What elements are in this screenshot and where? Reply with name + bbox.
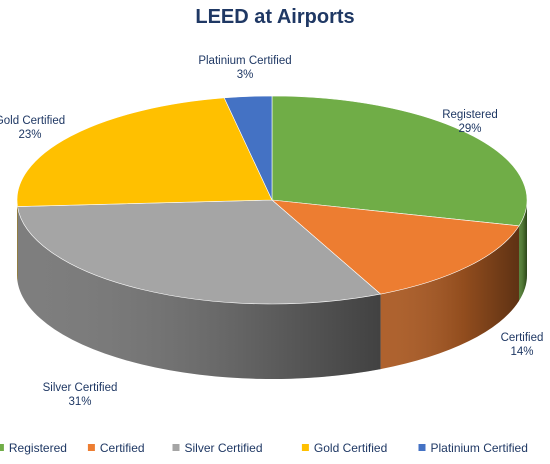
data-label-value-registered: 29%	[458, 123, 481, 135]
pie-tops	[16, 95, 528, 305]
legend-swatch	[172, 444, 180, 451]
data-label-name-platinium-certified: Platinium Certified	[198, 55, 291, 67]
pie-slice-platinium-certified	[223, 95, 273, 201]
legend-label: Platinium Certified	[431, 441, 528, 455]
legend-label: Certified	[100, 441, 145, 455]
chart-title: LEED at Airports	[195, 6, 354, 28]
legend-item-certified: Certified	[87, 441, 145, 455]
legend-label: Silver Certified	[185, 441, 263, 455]
legend-item-silver-certified: Silver Certified	[172, 441, 263, 455]
legend: Registered Certified Silver Certified Gold …	[0, 441, 528, 455]
data-label-value-gold-certified: 23%	[18, 129, 41, 141]
pie-side-silver-certified	[17, 206, 381, 379]
pie-slice-gold-certified	[16, 97, 273, 207]
legend-item-registered: Registered	[0, 441, 67, 455]
pie-sides	[17, 200, 527, 379]
legend-item-platinium-certified: Platinium Certified	[418, 441, 528, 455]
legend-swatch	[0, 444, 4, 451]
data-label-name-certified: Certified	[501, 332, 544, 344]
data-label-value-platinium-certified: 3%	[237, 69, 254, 81]
data-label-name-silver-certified: Silver Certified	[43, 382, 118, 394]
data-label-name-gold-certified: Gold Certified	[0, 115, 65, 127]
data-label-value-certified: 14%	[510, 346, 533, 358]
data-label-name-registered: Registered	[442, 109, 498, 121]
pie-slice-certified	[271, 199, 520, 295]
pie-side-certified	[380, 225, 519, 370]
legend-swatch	[301, 444, 309, 451]
pie-slice-registered	[271, 95, 528, 227]
legend-swatch	[418, 444, 426, 451]
data-labels: Registered 29% Certified 14% Silver Certifie…	[0, 55, 543, 408]
data-label-value-silver-certified: 31%	[68, 396, 91, 408]
legend-label: Registered	[9, 441, 67, 455]
pie-slice-silver-certified	[17, 199, 382, 305]
legend-item-gold-certified: Gold Certified	[301, 441, 387, 455]
pie-side-registered	[518, 200, 527, 301]
pie-side-gold-certified	[17, 200, 18, 282]
legend-label: Gold Certified	[314, 441, 387, 455]
legend-swatch	[87, 444, 95, 451]
